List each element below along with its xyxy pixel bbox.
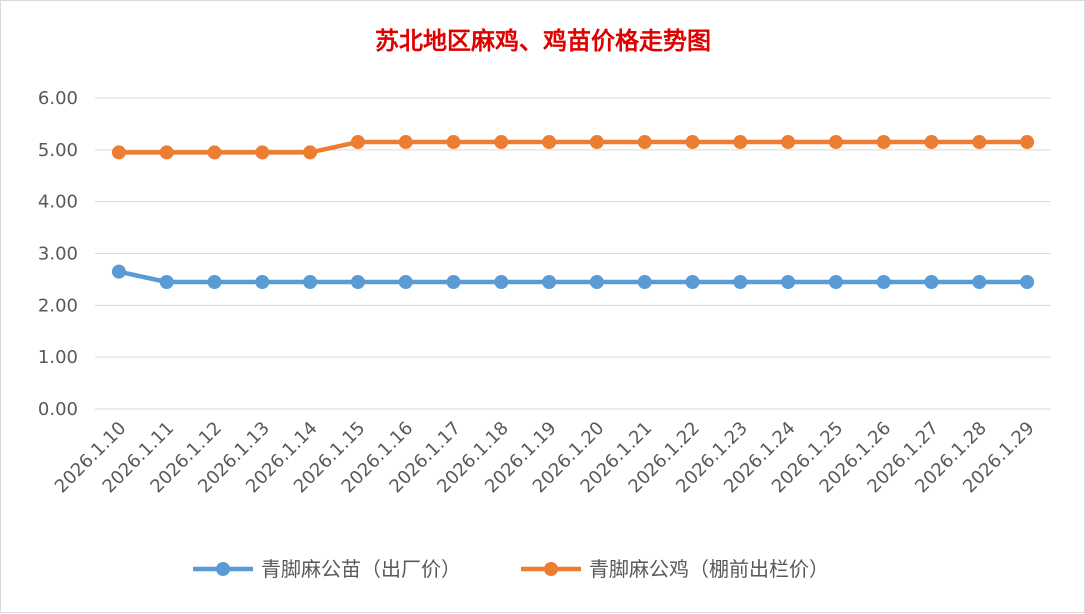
y-tick-label: 1.00 [38,347,78,368]
data-point [1020,275,1035,290]
data-point [542,275,557,290]
data-point [398,275,413,290]
data-point [781,135,796,150]
legend-swatch-marker [544,562,558,576]
legend-swatch-marker [216,562,230,576]
data-point [446,135,461,150]
chart-title: 苏北地区麻鸡、鸡苗价格走势图 [375,26,711,55]
data-point [255,145,270,160]
data-point [303,275,318,290]
y-tick-label: 0.00 [38,399,78,420]
gridlines [95,97,1051,410]
data-point [828,275,843,290]
data-point [494,275,509,290]
data-point [207,145,222,160]
data-point [350,275,365,290]
data-point [303,145,318,160]
data-point [685,275,700,290]
data-point [733,135,748,150]
data-point [589,135,604,150]
series-line [118,269,1028,285]
data-point [637,135,652,150]
x-axis-ticks: 2026.1.102026.1.112026.1.122026.1.132026… [51,418,1039,498]
series-line [118,139,1028,155]
legend-label: 青脚麻公苗（出厂价） [261,557,461,581]
data-point [446,275,461,290]
data-point [589,275,604,290]
data-point [494,135,509,150]
y-tick-label: 4.00 [38,192,78,213]
data-point [398,135,413,150]
data-point [685,135,700,150]
series-lines [111,135,1035,290]
data-point [876,275,891,290]
data-point [733,275,748,290]
data-point [876,135,891,150]
legend-label: 青脚麻公鸡（棚前出栏价） [589,557,829,581]
data-point [637,275,652,290]
data-point [255,275,270,290]
y-tick-label: 6.00 [38,88,78,109]
data-point [781,275,796,290]
y-axis-ticks: 0.00 1.00 2.00 3.00 4.00 5.00 6.00 [38,88,78,420]
data-point [111,264,126,279]
data-point [350,135,365,150]
data-point [828,135,843,150]
data-point [159,275,174,290]
legend: 青脚麻公苗（出厂价） 青脚麻公鸡（棚前出栏价） [193,557,829,581]
data-point [1020,135,1035,150]
data-point [924,135,939,150]
data-point [207,275,222,290]
data-point [972,135,987,150]
data-point [924,275,939,290]
y-tick-label: 2.00 [38,295,78,316]
y-tick-label: 5.00 [38,140,78,161]
data-point [159,145,174,160]
data-point [111,145,126,160]
data-point [542,135,557,150]
data-point [972,275,987,290]
y-tick-label: 3.00 [38,244,78,265]
